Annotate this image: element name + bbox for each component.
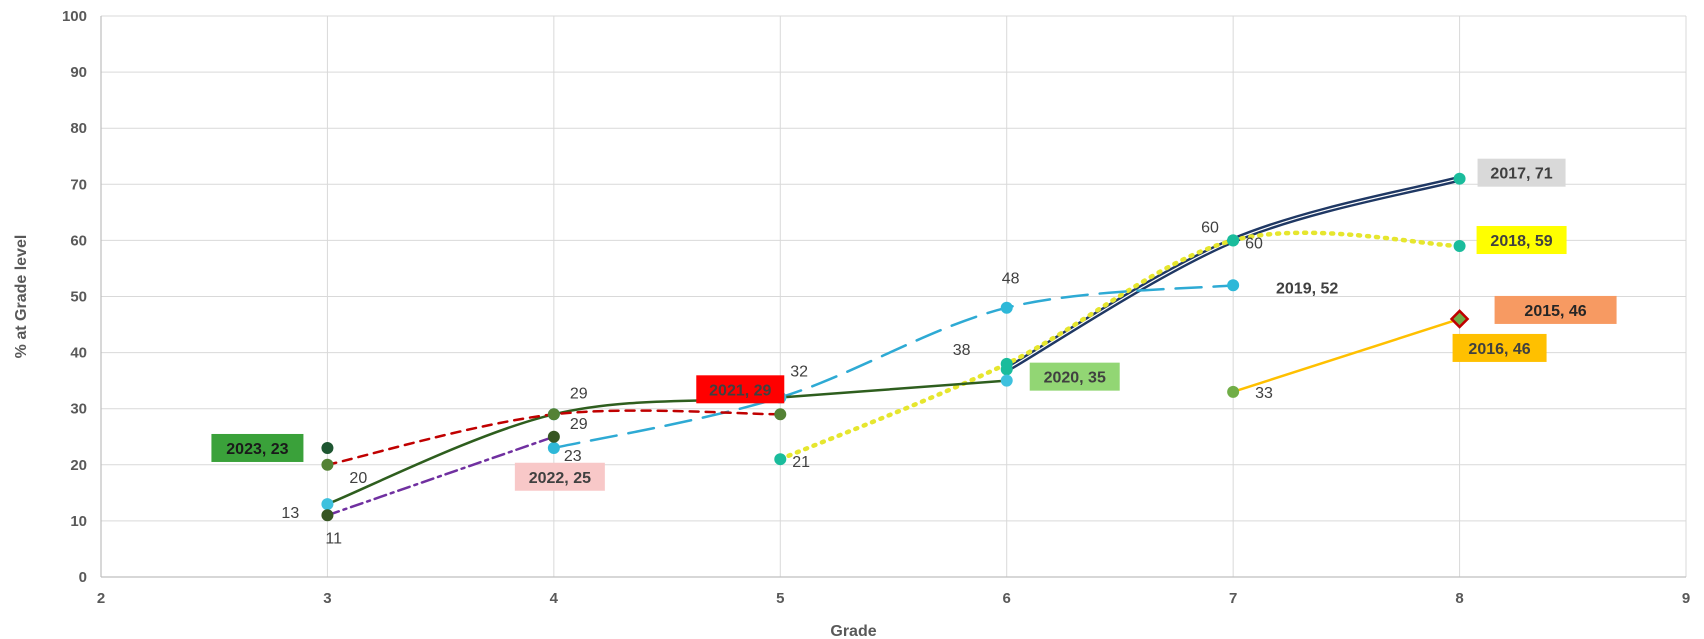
cohort-label-2023: 2023, 23: [211, 433, 304, 462]
cohort-label-text: 2023, 23: [226, 441, 288, 458]
y-tick-label: 20: [70, 457, 87, 474]
series-line-2022: [326, 435, 556, 517]
y-tick-label: 10: [70, 513, 87, 530]
cohort-label-2019: 2019, 52: [1276, 280, 1338, 297]
cohort-label-text: 2021, 29: [709, 382, 771, 399]
data-label-2020: 13: [281, 505, 299, 522]
x-tick-label: 2: [97, 590, 105, 607]
gridlines: [100, 15, 1687, 578]
cohort-label-text: 2018, 59: [1490, 233, 1552, 250]
data-point-2018: [774, 453, 787, 466]
x-tick-label: 8: [1455, 590, 1463, 607]
cohort-label-text: 2022, 25: [529, 470, 591, 487]
x-tick-label: 3: [323, 590, 331, 607]
data-point-2017: [1453, 172, 1466, 185]
data-label-2019: 23: [564, 448, 582, 465]
y-tick-label: 80: [70, 120, 87, 137]
cohort-label-2015: 2015, 46: [1494, 295, 1617, 324]
x-tick-label: 9: [1682, 590, 1690, 607]
data-point-2018: [1453, 240, 1466, 253]
data-point-2020: [321, 498, 334, 511]
cohort-label-2020: 2020, 35: [1029, 362, 1120, 391]
cohort-label-text: 2015, 46: [1524, 303, 1586, 320]
x-axis-title: Grade: [830, 623, 876, 639]
data-point-2019: [547, 441, 560, 454]
cohort-label-2022: 2022, 25: [514, 462, 605, 491]
data-point-2021: [547, 408, 560, 421]
y-tick-label: 90: [70, 64, 87, 81]
y-tick-label: 40: [70, 345, 87, 362]
cohort-label-text: 2019, 52: [1276, 280, 1338, 297]
cohort-label-text: 2016, 46: [1468, 341, 1530, 358]
cohort-label-2016: 2016, 46: [1452, 333, 1547, 362]
data-label-2018: 21: [792, 454, 810, 471]
y-tick-label: 70: [70, 176, 87, 193]
x-tick-label: 5: [776, 590, 784, 607]
cohort-label-text: 2020, 35: [1044, 370, 1106, 387]
cohort-label-box: [1476, 226, 1567, 255]
cohort-label-2017: 2017, 71: [1477, 158, 1566, 187]
cohort-label-box: [1477, 158, 1566, 187]
cohort-label-box: [211, 433, 304, 462]
data-label-2016: 33: [1255, 385, 1273, 402]
data-point-2018: [1227, 234, 1240, 247]
y-axis-title: % at Grade level: [13, 235, 30, 359]
y-tick-label: 60: [70, 232, 87, 249]
data-label-2022: 29: [570, 416, 588, 433]
data-label-2019: 32: [790, 363, 808, 380]
data-point-2022: [321, 509, 334, 522]
cohort-label-box: [514, 462, 605, 491]
data-label-2017: 60: [1245, 235, 1263, 252]
cohort-label-text: 2017, 71: [1490, 166, 1552, 183]
series-line-2020: [326, 379, 1008, 506]
data-point-2019: [1227, 279, 1240, 292]
data-point-2021: [774, 408, 787, 421]
series-line-2019: [552, 284, 1235, 450]
data-point-2020: [1000, 374, 1013, 387]
cohort-label-box: [1452, 333, 1547, 362]
cohort-label-2021: 2021, 29: [696, 375, 785, 404]
x-tick-label: 6: [1003, 590, 1011, 607]
y-tick-label: 30: [70, 401, 87, 418]
data-label-2018: 60: [1201, 219, 1219, 236]
data-point-2015: [1449, 309, 1470, 329]
data-point-2021: [321, 458, 334, 471]
data-point-2018: [1000, 357, 1013, 370]
data-point-2016: [1227, 385, 1240, 398]
data-point-2023: [321, 441, 334, 454]
series-points: [321, 172, 1470, 522]
y-tick-label: 0: [79, 569, 87, 586]
cohort-label-2018: 2018, 59: [1476, 226, 1567, 255]
data-label-2021: 29: [570, 385, 588, 402]
series-line-2018: [778, 230, 1462, 462]
data-label-2018: 38: [953, 342, 971, 359]
cohort-label-box: [1494, 295, 1617, 324]
data-label-2022: 11: [325, 530, 342, 547]
data-label-2021: 20: [349, 470, 367, 487]
x-tick-label: 7: [1229, 590, 1237, 607]
cohort-label-box: [696, 375, 785, 404]
data-label-2019: 48: [1002, 271, 1020, 288]
y-tick-label: 50: [70, 289, 87, 306]
series-line-2016: [1231, 317, 1461, 394]
cohort-label-box: [1029, 362, 1120, 391]
x-tick-label: 4: [550, 590, 559, 607]
y-tick-label: 100: [62, 8, 87, 25]
data-point-2019: [1000, 301, 1013, 314]
data-point-2022: [547, 430, 560, 443]
